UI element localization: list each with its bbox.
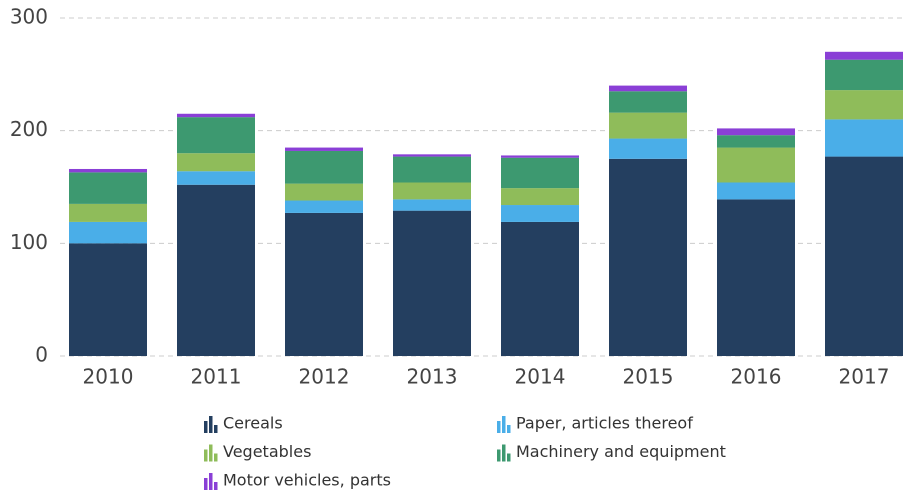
bar-segment bbox=[717, 128, 795, 136]
bar-segment bbox=[393, 182, 471, 200]
bar-segment bbox=[717, 135, 795, 148]
legend-item: Motor vehicles, parts bbox=[204, 471, 391, 490]
bar-segment bbox=[501, 188, 579, 206]
bar-segment bbox=[69, 243, 147, 356]
bar-segment bbox=[501, 205, 579, 222]
bar-segment bbox=[717, 182, 795, 200]
bar-segment bbox=[393, 154, 471, 157]
legend-icon bbox=[209, 416, 213, 433]
bar-segment bbox=[825, 59, 903, 91]
legend-icon bbox=[507, 453, 511, 462]
bar-segment bbox=[825, 90, 903, 120]
legend-icon bbox=[507, 425, 511, 433]
bar-segment bbox=[285, 200, 363, 213]
legend-icon bbox=[214, 453, 218, 462]
bar-segment bbox=[609, 158, 687, 356]
bar-segment bbox=[285, 147, 363, 151]
bar-segment bbox=[717, 199, 795, 356]
legend-icon bbox=[497, 421, 501, 433]
bar-segment bbox=[501, 155, 579, 158]
bar-segment bbox=[69, 203, 147, 222]
bar-segment bbox=[717, 147, 795, 183]
bar-segment bbox=[501, 221, 579, 356]
x-tick-label: 2014 bbox=[515, 365, 566, 389]
bar-segment bbox=[285, 150, 363, 184]
legend-icon bbox=[204, 478, 208, 490]
bar-segment bbox=[177, 153, 255, 172]
legend-label: Cereals bbox=[223, 414, 283, 433]
bar-segment bbox=[285, 183, 363, 201]
bar-segment bbox=[609, 112, 687, 139]
legend-icon bbox=[502, 444, 506, 462]
bar-segment bbox=[177, 117, 255, 154]
legend-label: Motor vehicles, parts bbox=[223, 471, 391, 490]
legend-item: Machinery and equipment bbox=[497, 442, 726, 462]
x-tick-label: 2016 bbox=[731, 365, 782, 389]
bar-segment bbox=[609, 91, 687, 113]
bar-segment bbox=[393, 210, 471, 356]
bar-segment bbox=[69, 168, 147, 173]
x-tick-label: 2011 bbox=[191, 365, 242, 389]
legend-item: Paper, articles thereof bbox=[497, 414, 693, 433]
bar-segment bbox=[393, 199, 471, 211]
legend-item: Vegetables bbox=[204, 442, 311, 462]
bar-segment bbox=[177, 113, 255, 118]
legend-icon bbox=[209, 473, 213, 490]
bar-segment bbox=[825, 156, 903, 356]
bar-segment bbox=[285, 212, 363, 356]
x-tick-label: 2017 bbox=[839, 365, 890, 389]
legend-icon bbox=[497, 449, 501, 462]
legend-label: Paper, articles thereof bbox=[516, 414, 693, 433]
x-tick-label: 2015 bbox=[623, 365, 674, 389]
bar-segment bbox=[69, 221, 147, 244]
x-tick-label: 2013 bbox=[407, 365, 458, 389]
legend-icon bbox=[214, 482, 218, 490]
bar-segment bbox=[825, 51, 903, 60]
legend-item: Cereals bbox=[204, 414, 283, 433]
bar-segment bbox=[501, 157, 579, 189]
x-tick-label: 2010 bbox=[83, 365, 134, 389]
legend-icon bbox=[204, 449, 208, 462]
x-tick-label: 2012 bbox=[299, 365, 350, 389]
legend-icon bbox=[209, 444, 213, 462]
legend-label: Vegetables bbox=[223, 442, 311, 461]
bar-segment bbox=[825, 119, 903, 157]
bar-segment bbox=[69, 172, 147, 204]
legend-label: Machinery and equipment bbox=[516, 442, 726, 461]
y-tick-label: 200 bbox=[10, 117, 48, 141]
legend-icon bbox=[502, 416, 506, 433]
bar-segment bbox=[177, 184, 255, 356]
bar-segment bbox=[177, 171, 255, 185]
legend-icon bbox=[204, 421, 208, 433]
bar-segment bbox=[609, 85, 687, 92]
bar-segment bbox=[609, 138, 687, 159]
y-tick-label: 100 bbox=[10, 230, 48, 254]
bar-segment bbox=[393, 156, 471, 183]
legend-icon bbox=[214, 425, 218, 433]
y-tick-label: 300 bbox=[10, 5, 48, 29]
y-tick-label: 0 bbox=[35, 343, 48, 367]
